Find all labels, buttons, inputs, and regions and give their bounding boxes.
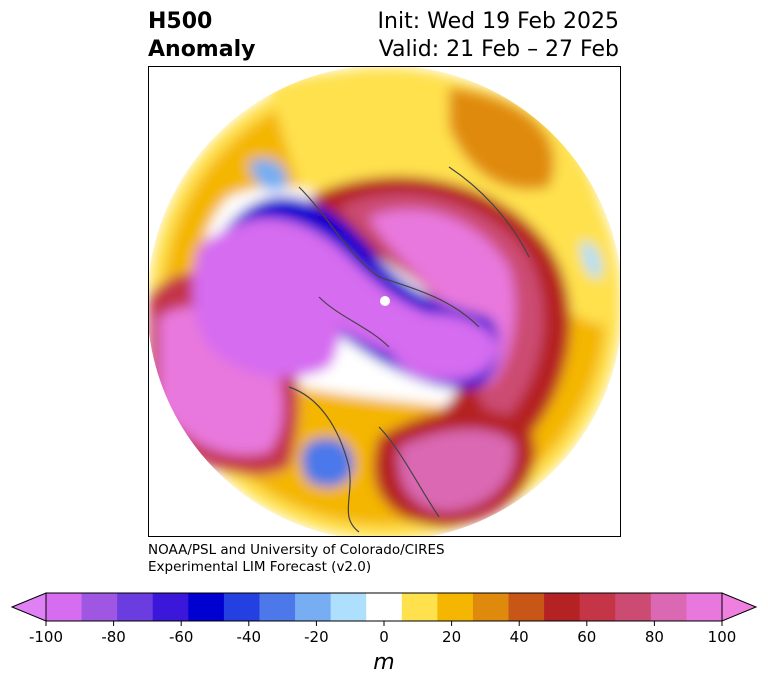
init-date: Init: Wed 19 Feb 2025 — [377, 9, 619, 34]
colorbar-segment — [223, 593, 260, 621]
neg-west-lobe — [192, 228, 340, 378]
colorbar-tick-label: 40 — [510, 628, 529, 646]
colorbar-under-arrow — [10, 592, 47, 622]
colorbar-tick-label: 0 — [379, 628, 389, 646]
colorbar-segment — [686, 593, 723, 621]
colorbar-tick-label: 20 — [442, 628, 461, 646]
title-left: H500 Anomaly — [148, 8, 255, 64]
neg-light-asia — [581, 241, 602, 278]
colorbar: -100 -80 -60 -40 -20 0 20 40 60 80 100 m — [10, 592, 758, 675]
neg-east-lobe — [385, 313, 499, 381]
colorbar-segment — [259, 593, 296, 621]
colorbar-ticks: -100 -80 -60 -40 -20 0 20 40 60 80 100 — [29, 621, 736, 646]
colorbar-segment — [152, 593, 189, 621]
colorbar-segment — [366, 593, 403, 621]
credit-line1: NOAA/PSL and University of Colorado/CIRE… — [148, 542, 445, 558]
colorbar-tick-label: 80 — [645, 628, 664, 646]
colorbar-tick-label: 100 — [708, 628, 737, 646]
colorbar-tick-label: -100 — [29, 628, 63, 646]
colorbar-segment — [437, 593, 474, 621]
title-subfield: Anomaly — [148, 37, 256, 62]
valid-range: Valid: 21 Feb – 27 Feb — [378, 37, 619, 62]
coastlines — [288, 166, 530, 533]
hemisphere-mask — [149, 67, 620, 536]
colorbar-segment — [579, 593, 616, 621]
anomaly-map — [148, 66, 621, 537]
colorbar-segment — [81, 593, 118, 621]
europe-orange — [449, 87, 555, 190]
colorbar-segment — [615, 593, 652, 621]
anomaly-field — [149, 67, 620, 536]
credit-line2: Experimental LIM Forecast (v2.0) — [148, 559, 372, 575]
colorbar-segment — [650, 593, 687, 621]
colorbar-segment — [295, 593, 332, 621]
credit: NOAA/PSL and University of Colorado/CIRE… — [148, 542, 445, 576]
colorbar-segment — [188, 593, 225, 621]
colorbar-tick-label: -60 — [169, 628, 194, 646]
colorbar-segment — [401, 593, 438, 621]
colorbar-segment — [117, 593, 154, 621]
colorbar-tick-label: -40 — [237, 628, 262, 646]
pos-na-90 — [398, 429, 515, 512]
colorbar-tick-label: 60 — [577, 628, 596, 646]
colorbar-over-arrow — [721, 592, 758, 622]
colorbar-segment — [508, 593, 545, 621]
colorbar-tick-label: -20 — [304, 628, 329, 646]
colorbar-segment — [472, 593, 510, 621]
colorbar-segment — [544, 593, 581, 621]
map-svg — [149, 67, 620, 536]
title-field: H500 — [148, 9, 213, 34]
neg-light-north — [249, 158, 288, 191]
colorbar-tick-label: -80 — [101, 628, 126, 646]
colorbar-unit: m — [373, 650, 394, 675]
pole-marker — [380, 296, 390, 306]
neg-sw-us — [301, 438, 354, 487]
title-right: Init: Wed 19 Feb 2025 Valid: 21 Feb – 27… — [378, 8, 619, 64]
colorbar-segment — [46, 593, 83, 621]
colorbar-segment — [330, 593, 367, 621]
colorbar-segments — [10, 592, 758, 622]
